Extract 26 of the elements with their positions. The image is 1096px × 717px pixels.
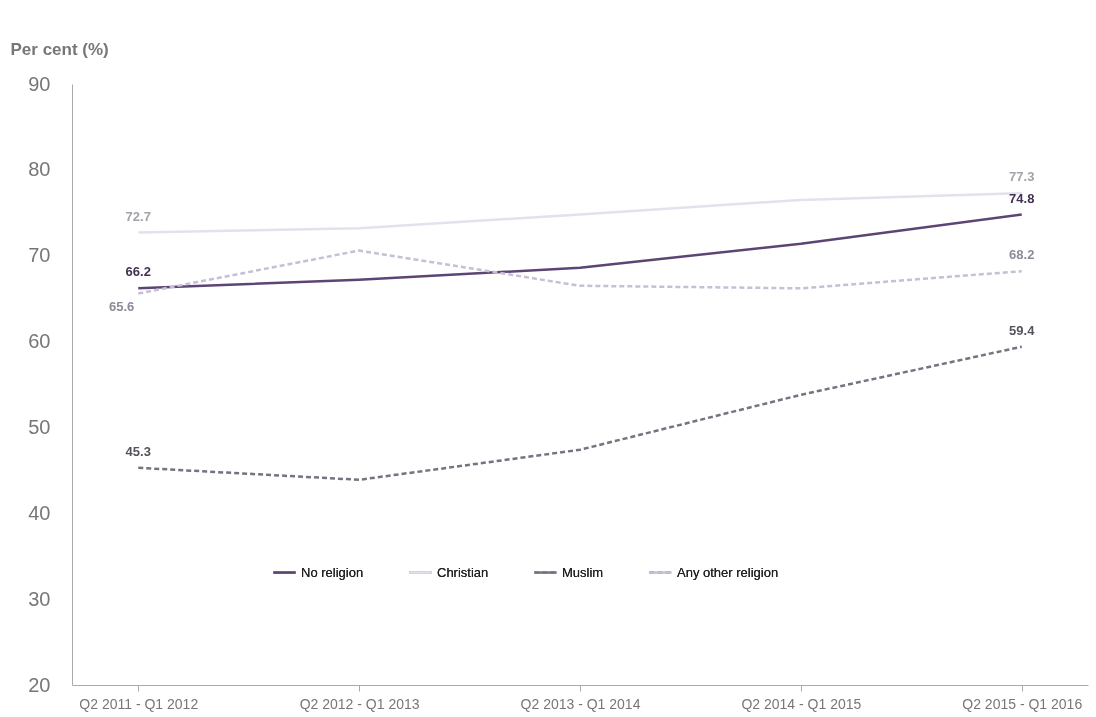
y-tick-label: 90: [28, 72, 51, 95]
x-tick-label: Q2 2014 - Q1 2015: [741, 695, 862, 712]
data-label: 74.8: [1009, 190, 1035, 206]
legend-label: Christian: [437, 564, 489, 580]
y-tick-label: 60: [28, 330, 51, 353]
y-tick-label: 80: [28, 158, 51, 181]
data-label: 77.3: [1009, 169, 1035, 185]
y-tick-label: 40: [28, 501, 51, 524]
data-label: 59.4: [1009, 322, 1036, 338]
x-tick-label: Q2 2013 - Q1 2014: [520, 695, 641, 712]
y-tick-label: 20: [28, 673, 51, 696]
legend-label: Any other religion: [677, 564, 779, 580]
x-tick-label: Q2 2015 - Q1 2016: [962, 695, 1083, 712]
data-label: 45.3: [125, 443, 151, 459]
x-tick-label: Q2 2011 - Q1 2012: [79, 695, 199, 712]
y-axis-title: Per cent (%): [10, 39, 109, 59]
y-tick-label: 30: [28, 587, 51, 610]
data-label: 68.2: [1009, 247, 1035, 263]
data-label: 66.2: [125, 264, 151, 280]
y-tick-label: 70: [28, 244, 51, 267]
x-tick-label: Q2 2012 - Q1 2013: [299, 695, 420, 712]
legend-label: No religion: [301, 564, 364, 580]
data-label: 65.6: [108, 299, 135, 315]
y-tick-label: 50: [28, 415, 51, 438]
data-label: 72.7: [125, 208, 151, 224]
legend-label: Muslim: [562, 564, 604, 580]
